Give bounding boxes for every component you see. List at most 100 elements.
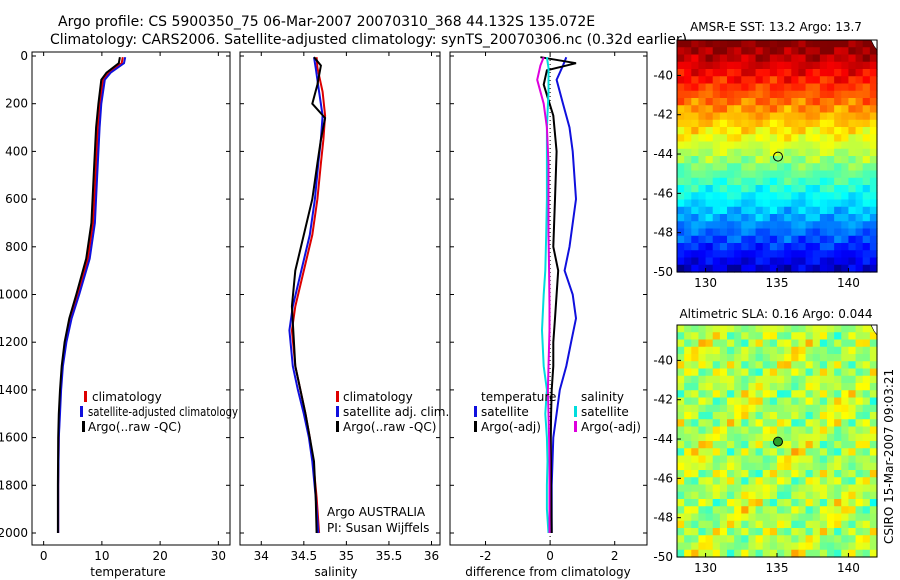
heatmap-cell — [777, 375, 785, 384]
heatmap-cell — [777, 542, 785, 551]
heatmap-cell — [855, 163, 864, 172]
heatmap-cell — [719, 499, 728, 507]
heatmap-cell — [834, 185, 842, 193]
heatmap-cell — [677, 83, 685, 92]
heatmap-cell — [805, 455, 814, 464]
heatmap-cell — [869, 383, 878, 391]
heatmap-cell — [805, 535, 814, 544]
heatmap-cell — [684, 199, 692, 208]
temperature-series — [56, 57, 127, 533]
heatmap-cell — [705, 257, 714, 266]
heatmap-cell — [741, 90, 750, 99]
heatmap-cell — [684, 419, 692, 428]
legend-sal-argo-label: Argo(-adj) — [581, 420, 641, 434]
heatmap-cell — [762, 69, 771, 77]
heatmap-cell — [734, 397, 742, 406]
heatmap-cell — [677, 383, 685, 391]
heatmap-cell — [684, 257, 692, 266]
heatmap-cell — [862, 54, 871, 63]
heatmap-cell — [698, 397, 707, 406]
heatmap-cell — [848, 177, 857, 186]
heatmap-cell — [841, 243, 850, 251]
heatmap-cell — [755, 83, 764, 92]
heatmap-cell — [855, 134, 864, 143]
heatmap-cell — [855, 477, 864, 486]
heatmap-cell — [712, 499, 721, 507]
heatmap-cell — [812, 535, 821, 544]
heatmap-cell — [712, 520, 721, 529]
heatmap-cell — [848, 170, 857, 179]
heatmap-cell — [805, 163, 814, 172]
heatmap-cell — [827, 214, 835, 222]
heatmap-cell — [762, 491, 771, 500]
heatmap-cell — [855, 448, 864, 457]
heatmap-cell — [862, 105, 871, 114]
heatmap-cell — [805, 156, 814, 164]
heatmap-cell — [698, 426, 707, 435]
x-tick-label: 35 — [339, 549, 354, 563]
heatmap-cell — [791, 491, 800, 500]
heatmap-cell — [798, 214, 807, 222]
heatmap-cell — [798, 325, 807, 333]
heatmap-cell — [791, 264, 800, 273]
heatmap-cell — [784, 325, 792, 333]
heatmap-cell — [691, 397, 700, 406]
heatmap-cell — [712, 170, 721, 179]
heatmap-cell — [734, 47, 742, 56]
heatmap-cell — [869, 491, 878, 500]
heatmap-cell — [755, 484, 764, 493]
heatmap-cell — [677, 177, 685, 186]
heatmap-cell — [705, 448, 714, 457]
heatmap-cell — [712, 264, 721, 273]
heatmap-cell — [734, 141, 742, 150]
sla-map-panel: Altimetric SLA: 0.16 Argo: 0.044 130 135 1… — [653, 307, 878, 575]
heatmap-cell — [791, 390, 800, 399]
heatmap-cell — [869, 513, 878, 522]
heatmap-cell — [819, 426, 828, 435]
heatmap-cell — [827, 243, 835, 251]
heatmap-cell — [869, 433, 878, 442]
heatmap-cell — [869, 390, 878, 399]
heatmap-cell — [862, 513, 871, 522]
heatmap-cell — [677, 119, 685, 128]
map-x-tick-label: 130 — [694, 276, 717, 290]
heatmap-cell — [848, 339, 857, 348]
heatmap-cell — [727, 257, 735, 266]
heatmap-cell — [827, 177, 835, 186]
heatmap-cell — [719, 47, 728, 56]
heatmap-cell — [869, 69, 878, 77]
heatmap-cell — [855, 542, 864, 551]
heatmap-cell — [691, 90, 700, 99]
heatmap-cell — [712, 105, 721, 114]
heatmap-cell — [855, 257, 864, 266]
heatmap-cell — [719, 264, 728, 273]
heatmap-cell — [848, 419, 857, 428]
heatmap-cell — [777, 90, 785, 99]
heatmap-cell — [834, 235, 842, 244]
heatmap-cell — [741, 491, 750, 500]
heatmap-cell — [798, 177, 807, 186]
heatmap-cell — [805, 61, 814, 70]
heatmap-cell — [769, 397, 778, 406]
heatmap-cell — [719, 134, 728, 143]
heatmap-cell — [769, 192, 778, 201]
heatmap-cell — [798, 441, 807, 449]
heatmap-cell — [762, 90, 771, 99]
heatmap-cell — [684, 462, 692, 471]
heatmap-cell — [748, 148, 757, 157]
heatmap-cell — [848, 98, 857, 106]
heatmap-cell — [748, 404, 757, 413]
heatmap-cell — [784, 433, 792, 442]
heatmap-cell — [862, 354, 871, 362]
heatmap-cell — [855, 83, 864, 92]
heatmap-cell — [684, 470, 692, 478]
heatmap-cell — [798, 513, 807, 522]
heatmap-cell — [698, 243, 707, 251]
heatmap-cell — [798, 83, 807, 92]
heatmap-cell — [762, 119, 771, 128]
heatmap-cell — [848, 528, 857, 536]
heatmap-cell — [784, 69, 792, 77]
series-line-salinity-satellite — [540, 57, 550, 534]
heatmap-cell — [684, 177, 692, 186]
heatmap-cell — [719, 404, 728, 413]
